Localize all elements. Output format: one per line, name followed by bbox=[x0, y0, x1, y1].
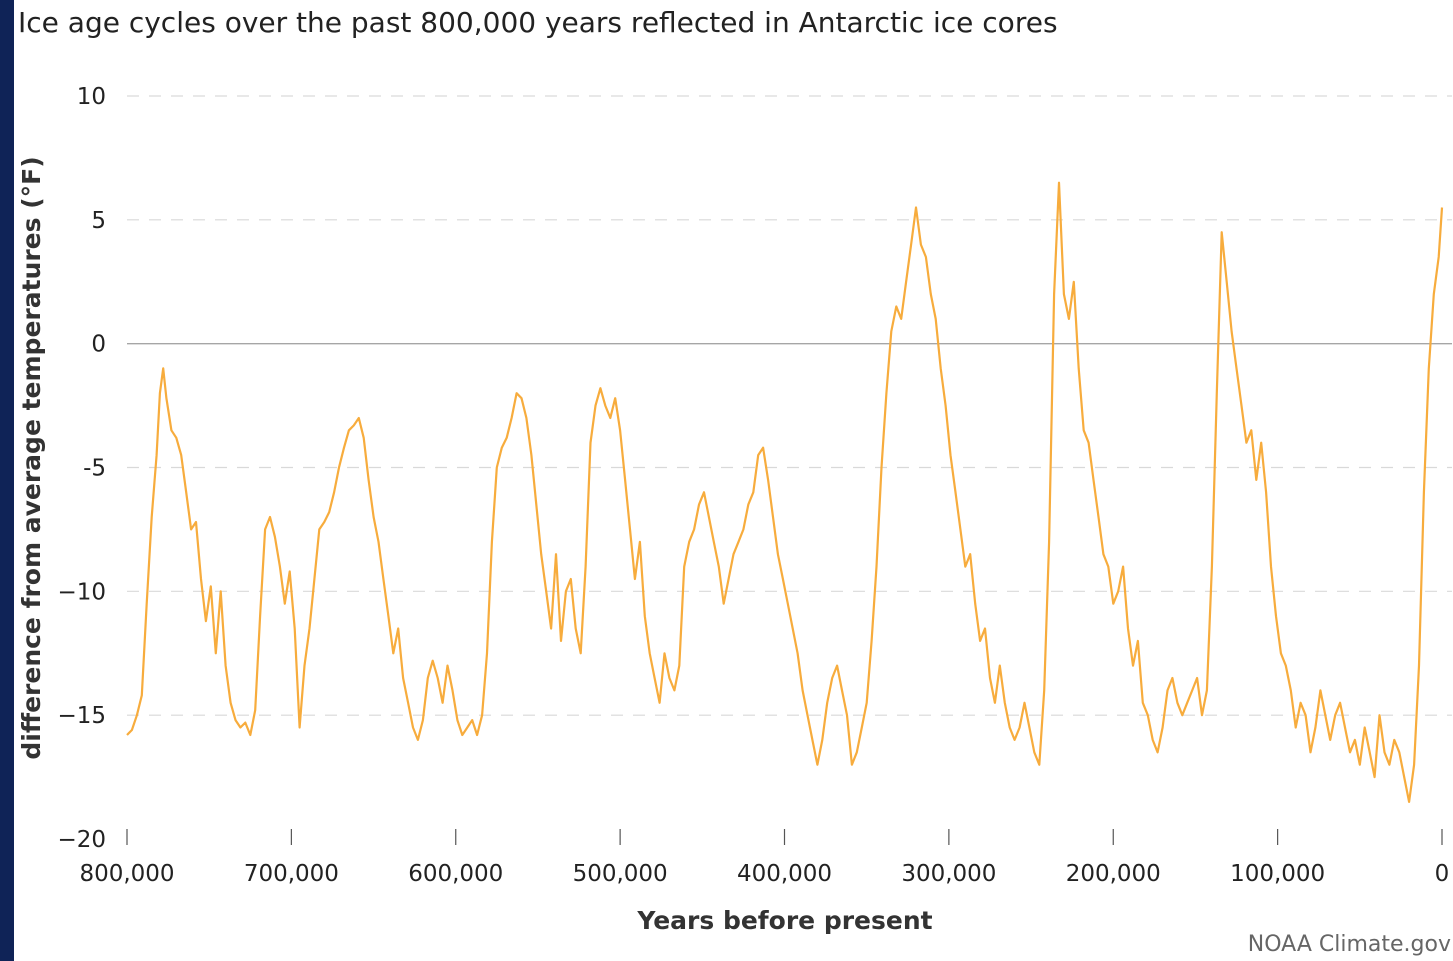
x-tick-label: 400,000 bbox=[737, 861, 832, 887]
chart-title: Ice age cycles over the past 800,000 yea… bbox=[18, 6, 1058, 39]
x-tick-label: 100,000 bbox=[1230, 861, 1325, 887]
x-tick-label: 800,000 bbox=[79, 861, 174, 887]
x-tick-label: 0 bbox=[1435, 861, 1450, 887]
credit-label: NOAA Climate.gov bbox=[1247, 932, 1451, 957]
grid-layer bbox=[127, 95, 1452, 716]
y-tick-label: −15 bbox=[57, 703, 106, 729]
y-tick-label: -5 bbox=[83, 456, 106, 482]
y-tick-label: 5 bbox=[91, 208, 106, 234]
y-tick-label: 10 bbox=[77, 84, 106, 110]
chart-svg: 10 5 0 -5 −10 −15 −20 800,000 700,000 600,000 500,… bbox=[17, 84, 1452, 935]
temperature-series-line bbox=[126, 181, 1444, 803]
x-tick-label: 500,000 bbox=[573, 861, 668, 887]
x-tick-label: 200,000 bbox=[1066, 861, 1161, 887]
x-tick-label: 600,000 bbox=[408, 861, 503, 887]
chart-panel: Ice age cycles over the past 800,000 yea… bbox=[14, 0, 1453, 961]
x-axis-label: Years before present bbox=[636, 906, 932, 935]
x-tick-label: 300,000 bbox=[901, 861, 996, 887]
axis-layer: 10 5 0 -5 −10 −15 −20 800,000 700,000 600,000 500,… bbox=[57, 84, 1449, 887]
y-tick-label: 0 bbox=[91, 332, 106, 358]
y-axis-label: difference from average temperatures (°F… bbox=[17, 156, 46, 759]
y-tick-label: −10 bbox=[57, 579, 106, 605]
y-tick-label: −20 bbox=[57, 827, 106, 853]
x-tick-label: 700,000 bbox=[244, 861, 339, 887]
series-layer bbox=[126, 181, 1444, 803]
